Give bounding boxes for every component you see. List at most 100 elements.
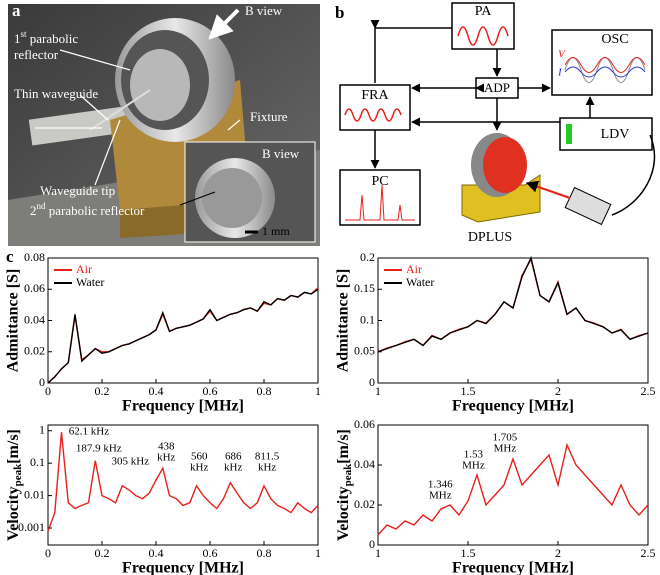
node-label: OSC: [601, 32, 628, 47]
label-part: parabolic: [30, 31, 79, 46]
annotation: 560: [191, 451, 208, 463]
series-line: [377, 442, 649, 536]
panel-label: c: [6, 247, 14, 266]
y-axis-label: Admittance [S]: [335, 269, 352, 373]
photo-label: 2nd parabolic reflector: [30, 201, 145, 218]
node-label: DPLUS: [468, 230, 512, 245]
x-tick-label: 2: [555, 546, 561, 560]
y-tick-label: 0.08: [24, 250, 45, 264]
x-tick-label: 1.5: [461, 546, 476, 560]
label-part: Velocity: [5, 486, 22, 541]
label-part: peak: [12, 463, 24, 487]
photo-label: Waveguide tip: [40, 183, 115, 198]
photo-label: B view: [262, 146, 300, 161]
x-axis-label: Frequency [MHz]: [122, 398, 244, 415]
series-line: [377, 255, 649, 353]
photo: [8, 4, 320, 246]
x-tick-label: 0.4: [149, 384, 164, 398]
x-tick-label: 2.5: [641, 546, 656, 560]
diagram: [339, 2, 656, 226]
x-tick-label: 1.5: [461, 384, 476, 398]
y-tick-label: 0: [39, 375, 45, 389]
label-part: 1: [14, 31, 21, 46]
annotation: 187.9 kHz: [76, 443, 122, 455]
series-line: [47, 287, 319, 384]
label-part: [m/s]: [5, 429, 22, 464]
annotation: 438: [158, 441, 175, 453]
y-tick-label: 0.01: [24, 487, 45, 501]
x-tick-label: 0.6: [203, 384, 218, 398]
x-axis-label: Frequency [MHz]: [452, 560, 574, 575]
y-tick-label: 0.04: [24, 312, 45, 326]
annotation: 305 kHz: [112, 456, 150, 468]
annotation: 811.5: [255, 451, 280, 463]
x-tick-label: 0: [45, 384, 51, 398]
annotation: 686: [225, 451, 242, 463]
y-tick-label: 0.06: [354, 417, 375, 431]
label-part: peak: [342, 463, 354, 487]
annotation: MHz: [462, 460, 485, 472]
annotation: MHz: [429, 490, 452, 502]
y-tick-label: 0.06: [24, 281, 45, 295]
y-tick-label: 0.1: [30, 455, 45, 469]
annotation: 1.53: [464, 449, 484, 461]
label-part: Velocity: [335, 486, 352, 541]
series-line: [47, 432, 319, 532]
x-tick-label: 0: [45, 546, 51, 560]
node-label: PA: [475, 4, 493, 19]
annotation: 1.705: [493, 432, 518, 444]
annotation: kHz: [157, 452, 175, 464]
x-tick-label: 1: [375, 546, 381, 560]
x-tick-label: 2.5: [641, 384, 656, 398]
photo-label: reflector: [14, 47, 59, 62]
y-tick-label: 0.02: [354, 497, 375, 511]
node-label: LDV: [601, 127, 630, 142]
label-part: st: [21, 29, 28, 39]
plot-frame: [47, 424, 319, 546]
panel-label: b: [335, 3, 344, 22]
node-label: ADP: [484, 80, 510, 95]
annotation: 1.346: [428, 479, 453, 491]
x-tick-label: 1: [315, 546, 321, 560]
photo-label: B view: [245, 3, 283, 18]
label-part: nd: [37, 201, 47, 211]
node-symbol: I: [557, 67, 563, 79]
y-tick-label: 0.2: [360, 250, 375, 264]
label-part: 2: [30, 203, 37, 218]
legend-label: Water: [406, 275, 434, 289]
photo-label: Thin waveguide: [14, 86, 98, 101]
y-axis-label: Admittance [S]: [5, 269, 22, 373]
x-tick-label: 0.6: [203, 546, 218, 560]
y-tick-label: 0: [369, 375, 375, 389]
annotation: 62.1 kHz: [69, 426, 109, 438]
node-symbol: V: [558, 49, 566, 61]
x-tick-label: 0.2: [95, 546, 110, 560]
y-tick-label: 1: [39, 422, 45, 436]
y-axis-label: Velocitypeak[m/s]: [335, 429, 354, 541]
label-part: parabolic reflector: [49, 203, 145, 218]
legend-label: Air: [406, 262, 422, 276]
annotation: kHz: [258, 462, 276, 474]
panel-label: a: [12, 1, 21, 20]
x-tick-label: 1: [375, 384, 381, 398]
y-tick-label: 0.001: [18, 520, 45, 534]
series-line: [47, 288, 319, 384]
annotation: kHz: [190, 462, 208, 474]
plot-frame: [377, 424, 649, 546]
y-tick-label: 0.15: [354, 281, 375, 295]
y-tick-label: 0.02: [24, 344, 45, 358]
legend-label: Water: [76, 275, 104, 289]
x-tick-label: 2: [555, 384, 561, 398]
x-axis-label: Frequency [MHz]: [452, 398, 574, 415]
x-tick-label: 1: [315, 384, 321, 398]
y-tick-label: 0: [369, 537, 375, 551]
photo-label: Fixture: [250, 109, 288, 124]
label-part: [m/s]: [335, 429, 352, 464]
x-tick-label: 0.8: [257, 384, 272, 398]
x-axis-label: Frequency [MHz]: [122, 560, 244, 575]
y-tick-label: 0.05: [354, 344, 375, 358]
photo-label: 1st parabolic: [14, 29, 78, 46]
photo-label: 1 mm: [262, 224, 290, 238]
node-label: FRA: [361, 88, 389, 103]
